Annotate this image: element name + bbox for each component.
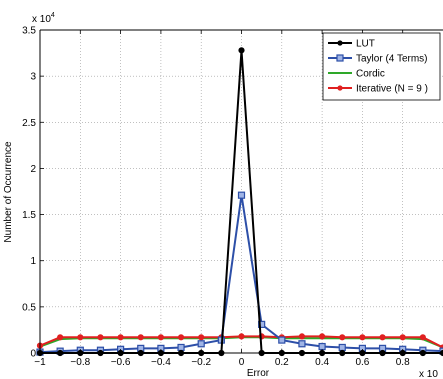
series-1-point: [258, 320, 266, 328]
y-tick-label: 0: [30, 349, 36, 360]
series-3-point: [198, 334, 205, 341]
x-tick-label: 0.2: [275, 357, 289, 368]
y-exponent-label: x 104: [32, 12, 55, 25]
legend: LUT Taylor (4 Terms) Cordic Iterative (N = …: [322, 32, 441, 101]
series-3-point: [298, 333, 306, 340]
y-tick-label: 2.5: [22, 118, 36, 129]
y-tick-label: 0.5: [22, 302, 36, 313]
legend-label: Iterative (N = 9 ): [356, 84, 428, 95]
series-1-point: [197, 340, 205, 348]
series-3-point: [319, 333, 326, 340]
series-1-point: [278, 336, 286, 344]
y-tick-label: 1: [30, 256, 36, 267]
series-3-point: [77, 334, 84, 341]
series-3-point: [157, 334, 164, 341]
series-3-point: [359, 334, 366, 341]
x-tick-label: 0.4: [315, 357, 329, 368]
series-1-point: [318, 342, 326, 351]
series-3-point: [117, 334, 124, 341]
x-axis-label: Error: [247, 368, 270, 379]
series-3-point: [57, 334, 64, 341]
series-3-point: [177, 334, 185, 341]
x-tick-label: −0.4: [151, 357, 171, 368]
series-1-point: [177, 343, 185, 352]
y-tick-label: 3: [30, 72, 36, 83]
series-3-point: [379, 334, 386, 341]
x-tick-label: 0.6: [355, 357, 369, 368]
x-tick-label: −0.8: [70, 357, 90, 368]
x-tick-label: −1: [34, 357, 46, 368]
legend-label: Cordic: [356, 69, 385, 80]
series-1-point: [237, 191, 246, 199]
series-3-point: [399, 334, 406, 341]
legend-label: Taylor (4 Terms): [356, 54, 428, 65]
y-tick-label: 1.5: [22, 210, 36, 221]
y-tick-label: 3.5: [22, 26, 36, 37]
series-3-point: [97, 334, 104, 341]
x-tick-label: 0.8: [396, 357, 410, 368]
x-tick-label: 0: [239, 357, 245, 368]
legend-swatch-marker: [336, 54, 344, 62]
series-1-point: [298, 340, 306, 348]
legend-swatch-marker: [337, 40, 343, 46]
grid: [40, 30, 443, 353]
series-0-point: [238, 47, 245, 54]
series-3-point: [339, 334, 346, 341]
series-3-point: [238, 333, 245, 340]
y-tick-label: 2: [30, 164, 36, 175]
y-axis-label: Number of Occurrence: [3, 141, 14, 243]
ticks-layer: −1 −0.8 −0.6 −0.4 −0.2 0 0.2 0.4 0.6 0.8 0 0.5 1 1.5 2…: [22, 26, 410, 369]
x-exponent-label: x 10: [419, 369, 438, 379]
legend-swatch-marker: [337, 85, 343, 91]
series-1-point: [338, 343, 346, 352]
series-layer: [36, 47, 443, 357]
x-tick-label: −0.2: [191, 357, 211, 368]
series-3-point: [419, 334, 426, 341]
x-tick-label: −0.6: [111, 357, 131, 368]
series-3-point: [137, 334, 144, 341]
legend-label: LUT: [356, 39, 375, 50]
